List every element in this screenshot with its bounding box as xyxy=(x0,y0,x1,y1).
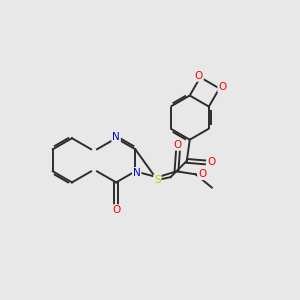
Text: O: O xyxy=(218,82,226,92)
Text: O: O xyxy=(112,205,120,215)
Text: S: S xyxy=(154,175,161,185)
Text: O: O xyxy=(174,140,182,150)
Text: O: O xyxy=(207,158,216,167)
Text: O: O xyxy=(195,71,203,81)
Text: N: N xyxy=(112,132,120,142)
Text: O: O xyxy=(198,169,206,179)
Text: N: N xyxy=(133,168,141,178)
